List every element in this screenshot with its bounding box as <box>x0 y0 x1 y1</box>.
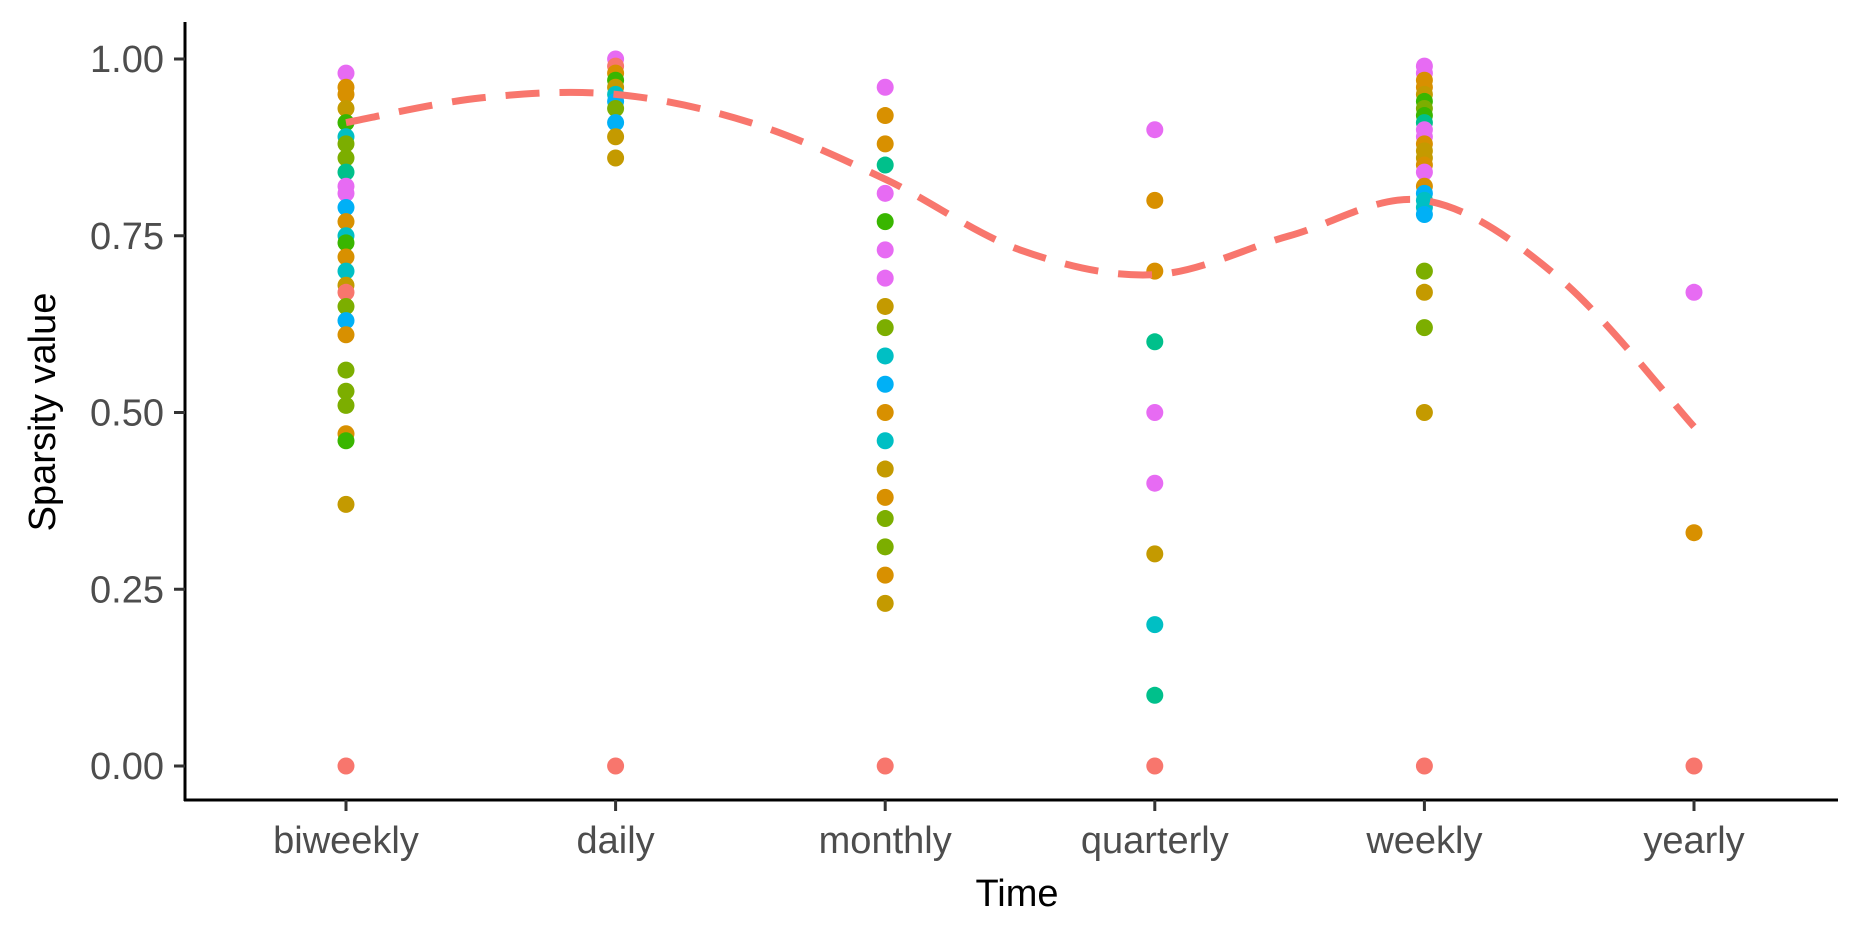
data-point <box>337 85 355 103</box>
data-point <box>876 156 894 174</box>
data-point <box>1415 262 1433 280</box>
data-point <box>337 297 355 315</box>
data-point <box>1146 474 1164 492</box>
data-point <box>337 382 355 400</box>
data-point <box>1146 757 1164 775</box>
data-point <box>1146 616 1164 634</box>
data-point <box>337 248 355 266</box>
data-point <box>337 495 355 513</box>
data-point <box>876 241 894 259</box>
data-point <box>876 510 894 528</box>
x-tick-label: yearly <box>1643 820 1744 862</box>
data-point <box>607 128 625 146</box>
data-point <box>1146 686 1164 704</box>
y-tick-label: 0.00 <box>90 746 164 788</box>
data-point <box>876 184 894 202</box>
data-point <box>1415 757 1433 775</box>
data-point <box>337 234 355 252</box>
y-tick-label: 0.25 <box>90 569 164 611</box>
data-point <box>337 262 355 280</box>
data-point <box>876 269 894 287</box>
data-point <box>607 99 625 117</box>
data-point <box>1146 333 1164 351</box>
data-point <box>337 326 355 344</box>
x-axis-ticks: biweekly daily monthly quarterly weekly yearl… <box>273 800 1745 862</box>
data-point <box>337 396 355 414</box>
data-point <box>1146 404 1164 421</box>
data-point <box>607 149 625 167</box>
data-point <box>876 488 894 506</box>
data-point <box>337 361 355 379</box>
data-point <box>876 404 894 421</box>
data-point <box>876 319 894 337</box>
data-point <box>876 107 894 125</box>
data-point <box>337 757 355 775</box>
data-point <box>876 213 894 231</box>
data-point <box>876 78 894 96</box>
y-axis-title: Sparsity value <box>22 293 64 532</box>
data-point <box>876 347 894 365</box>
data-point <box>876 757 894 775</box>
data-point <box>1685 757 1703 775</box>
data-point <box>337 149 355 167</box>
x-tick-label: daily <box>577 820 655 862</box>
data-point <box>1415 404 1433 421</box>
data-point <box>337 312 355 330</box>
x-tick-label: quarterly <box>1081 820 1229 862</box>
data-point <box>1415 206 1433 224</box>
data-point <box>876 432 894 450</box>
data-point <box>337 135 355 153</box>
data-point <box>1146 191 1164 209</box>
data-point <box>1685 283 1703 301</box>
data-point <box>337 283 355 301</box>
data-point <box>607 757 625 775</box>
y-tick-label: 0.75 <box>90 216 164 258</box>
data-point <box>1415 319 1433 337</box>
data-point <box>607 114 625 132</box>
data-point <box>876 375 894 393</box>
data-point <box>1146 121 1164 139</box>
data-point <box>876 135 894 153</box>
data-point <box>876 460 894 478</box>
y-axis-ticks: 0.00 0.25 0.50 0.75 1.00 <box>90 39 185 788</box>
x-tick-label: biweekly <box>273 820 419 862</box>
data-points <box>337 50 1703 775</box>
data-point <box>876 566 894 584</box>
data-point <box>337 198 355 216</box>
y-tick-label: 1.00 <box>90 39 164 81</box>
data-point <box>337 64 355 82</box>
data-point <box>337 163 355 181</box>
x-tick-label: weekly <box>1365 820 1482 862</box>
x-axis-title: Time <box>975 873 1058 915</box>
data-point <box>337 184 355 202</box>
y-tick-label: 0.50 <box>90 393 164 435</box>
data-point <box>1685 524 1703 542</box>
data-point <box>1415 163 1433 181</box>
data-point <box>1146 545 1164 563</box>
x-tick-label: monthly <box>819 820 952 862</box>
data-point <box>337 213 355 231</box>
data-point <box>876 538 894 556</box>
data-point <box>337 432 355 450</box>
trend-line <box>345 88 1697 429</box>
data-point <box>1415 283 1433 301</box>
data-point <box>337 99 355 117</box>
data-point <box>876 594 894 612</box>
data-point <box>876 297 894 315</box>
